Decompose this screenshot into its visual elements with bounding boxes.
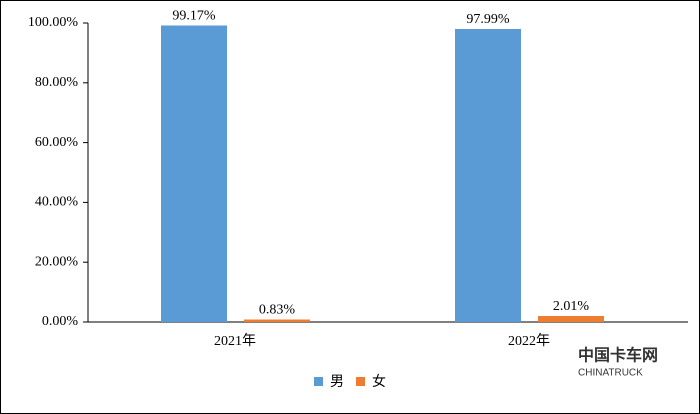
legend-swatch xyxy=(356,377,365,386)
y-tick-label: 60.00% xyxy=(35,135,79,150)
value-label: 97.99% xyxy=(466,12,510,27)
bar xyxy=(161,25,227,323)
value-label: 0.83% xyxy=(259,303,296,318)
legend-label: 女 xyxy=(372,373,386,390)
bar xyxy=(244,319,310,322)
x-tick-label: 2022年 xyxy=(508,333,550,349)
y-tick-label: 100.00% xyxy=(28,15,79,30)
watermark: CHINATRUCK xyxy=(578,368,643,379)
y-tick-label: 80.00% xyxy=(35,75,79,90)
watermark: 中国卡车网 xyxy=(578,346,658,365)
legend-swatch xyxy=(314,377,323,386)
value-label: 99.17% xyxy=(172,9,216,24)
y-tick-label: 40.00% xyxy=(35,195,79,210)
legend-label: 男 xyxy=(330,375,344,390)
x-tick-label: 2021年 xyxy=(214,333,256,349)
bar xyxy=(538,315,604,322)
y-tick-label: 20.00% xyxy=(35,254,79,269)
value-label: 2.01% xyxy=(553,299,590,314)
y-tick-label: 0.00% xyxy=(42,314,79,329)
bar xyxy=(455,29,521,323)
